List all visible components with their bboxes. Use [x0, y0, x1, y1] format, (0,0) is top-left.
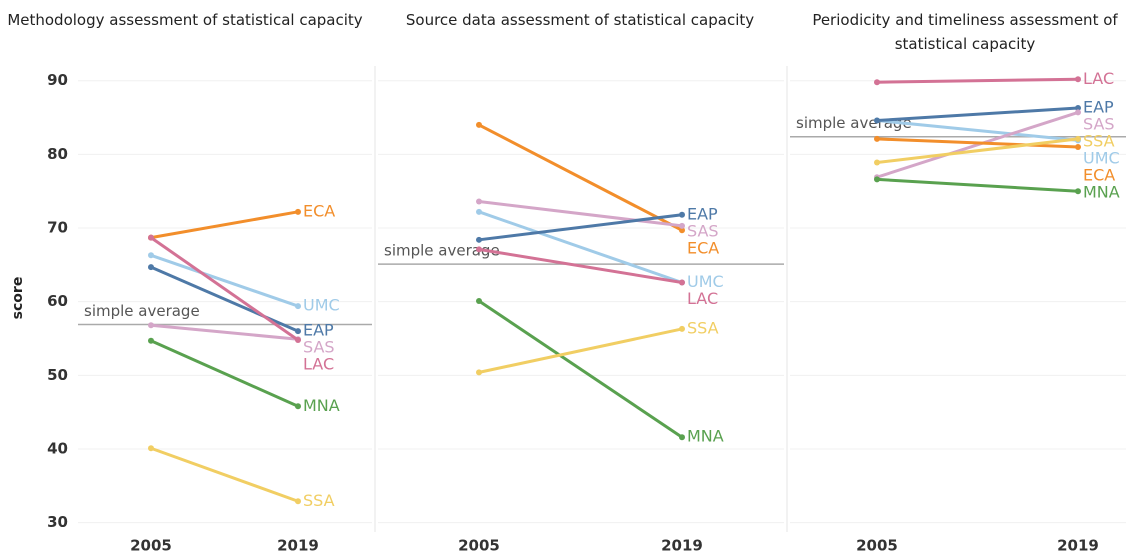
series-line [478, 299, 683, 439]
point [476, 236, 482, 243]
point [1075, 76, 1081, 83]
y-tick-label: 80 [47, 145, 68, 163]
point [679, 211, 685, 218]
y-tick-label: 30 [47, 513, 68, 531]
point [1075, 104, 1081, 111]
series-label: ECA [1083, 165, 1115, 184]
series-label: UMC [687, 272, 724, 291]
average-label: simple average [384, 242, 500, 260]
y-tick-label: 60 [47, 292, 68, 310]
series-label: UMC [303, 296, 340, 315]
point [874, 79, 880, 86]
x-tick-label: 2019 [1057, 537, 1099, 555]
series-label: LAC [687, 289, 718, 308]
point [1075, 135, 1081, 142]
series-label: MNA [1083, 182, 1120, 201]
y-axis-label: score [10, 277, 26, 320]
point [148, 264, 154, 271]
point [476, 198, 482, 205]
point [476, 246, 482, 253]
series-line [478, 213, 683, 242]
point [295, 208, 301, 215]
point [679, 434, 685, 441]
point [679, 325, 685, 332]
panel-title: Source data assessment of statistical ca… [405, 11, 755, 29]
series-label: SSA [687, 318, 719, 337]
point [148, 322, 154, 329]
point [679, 222, 685, 229]
series-label: SAS [687, 221, 719, 240]
series-label: EAP [303, 321, 334, 340]
point [874, 117, 880, 124]
series-line [478, 200, 683, 228]
point [874, 135, 880, 142]
series-line [478, 327, 683, 374]
point [295, 328, 301, 335]
series-line [876, 106, 1079, 122]
series-line [150, 446, 299, 503]
point [148, 252, 154, 259]
series-label: EAP [687, 204, 718, 223]
series-label: UMC [1083, 148, 1120, 167]
series-line [150, 323, 299, 341]
series-line [876, 177, 1079, 193]
point [1075, 144, 1081, 151]
series-label: SAS [303, 338, 335, 357]
point [476, 208, 482, 215]
series-label: LAC [303, 355, 334, 374]
y-tick-label: 50 [47, 366, 68, 384]
series-line [478, 247, 683, 285]
x-tick-label: 2005 [458, 537, 500, 555]
x-tick-label: 2005 [856, 537, 898, 555]
series-label: MNA [303, 396, 340, 415]
series-line [876, 137, 1079, 164]
point [1075, 109, 1081, 116]
point [874, 176, 880, 183]
point [295, 498, 301, 505]
series-line [876, 119, 1079, 142]
point [476, 121, 482, 128]
series-line [150, 210, 299, 240]
point [1075, 188, 1081, 195]
series-line [478, 123, 683, 232]
series-line [150, 236, 299, 342]
series-line [150, 253, 299, 308]
series-line [876, 77, 1079, 84]
point [874, 159, 880, 166]
x-tick-label: 2005 [130, 537, 172, 555]
series-label: ECA [303, 201, 335, 220]
x-tick-label: 2019 [277, 537, 319, 555]
point [679, 227, 685, 234]
panel-title: Periodicity and timeliness assessment of… [812, 11, 1118, 53]
average-label: simple average [84, 302, 200, 320]
x-tick-label: 2019 [661, 537, 703, 555]
y-tick-label: 70 [47, 219, 68, 237]
point [295, 336, 301, 343]
series-label: SSA [1083, 131, 1115, 150]
series-line [876, 137, 1079, 149]
series-label: SSA [303, 491, 335, 510]
series-label: SAS [1083, 114, 1115, 133]
point [679, 279, 685, 286]
series-label: LAC [1083, 69, 1114, 88]
point [148, 445, 154, 452]
point [476, 297, 482, 304]
point [476, 369, 482, 376]
point [295, 403, 301, 410]
series-label: MNA [687, 427, 724, 446]
y-tick-label: 90 [47, 71, 68, 89]
series-line [876, 110, 1079, 179]
series-label: EAP [1083, 97, 1114, 116]
point [148, 337, 154, 344]
point [295, 303, 301, 310]
series-line [478, 210, 683, 284]
y-tick-label: 40 [47, 439, 68, 457]
series-line [150, 339, 299, 408]
series-line [150, 265, 299, 333]
point [148, 234, 154, 241]
panel-title: Methodology assessment of statistical ca… [7, 11, 363, 29]
series-label: ECA [687, 238, 719, 257]
